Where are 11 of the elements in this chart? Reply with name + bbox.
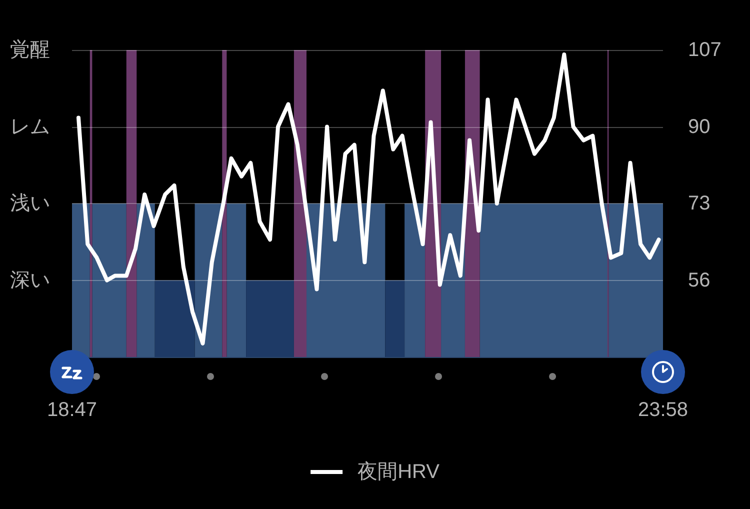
- y-tick-label: 56: [688, 269, 710, 292]
- y-tick-label: 107: [688, 39, 722, 61]
- text: レム: [10, 116, 50, 138]
- x-tick-label: 23:58: [638, 399, 688, 421]
- y-tick-label: 73: [688, 192, 710, 214]
- y-tick-label: 90: [688, 116, 710, 138]
- text: 覚醒: [10, 39, 50, 61]
- legend-label: 夜間HRV: [358, 461, 440, 483]
- text: 浅い: [10, 192, 50, 214]
- text: 深い: [10, 269, 50, 292]
- x-tick-label: 18:47: [46, 399, 98, 421]
